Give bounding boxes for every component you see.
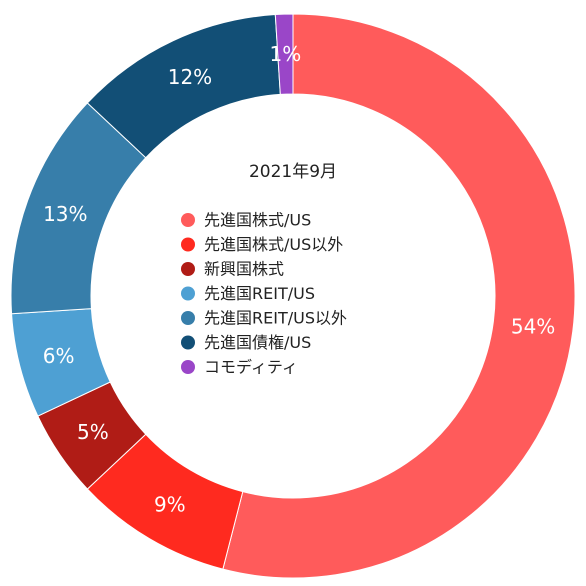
legend-swatch-2	[181, 262, 195, 276]
legend-swatch-4	[181, 311, 195, 325]
legend-swatch-3	[181, 286, 195, 301]
legend-swatch-1	[181, 237, 195, 252]
slice-label-6: 1%	[270, 42, 302, 66]
legend-label-2: 新興国株式	[204, 260, 284, 279]
legend-label-0: 先進国株式/US	[204, 211, 311, 230]
chart-title: 2021年9月	[249, 162, 337, 182]
slice-0	[222, 13, 576, 579]
legend-swatch-5	[181, 335, 195, 350]
slice-labels-group: 54% 9% 5% 6% 13% 12% 1%	[43, 42, 556, 516]
legend-swatch-6	[181, 360, 195, 374]
legend-label-6: コモディティ	[204, 358, 298, 377]
legend-label-5: 先進国債権/US	[204, 333, 311, 352]
legend-swatch-0	[181, 213, 195, 227]
slices-group	[10, 13, 576, 579]
slice-label-3: 6%	[43, 344, 75, 368]
legend-label-4: 先進国REIT/US以外	[204, 309, 347, 328]
slice-label-2: 5%	[77, 420, 109, 444]
slice-label-4: 13%	[43, 202, 87, 226]
slice-6	[274, 13, 294, 95]
slice-label-5: 12%	[168, 65, 212, 89]
slice-label-1: 9%	[154, 492, 186, 516]
slice-label-0: 54%	[511, 314, 555, 338]
legend-label-3: 先進国REIT/US	[204, 284, 315, 303]
legend-label-1: 先進国株式/US以外	[204, 235, 343, 254]
